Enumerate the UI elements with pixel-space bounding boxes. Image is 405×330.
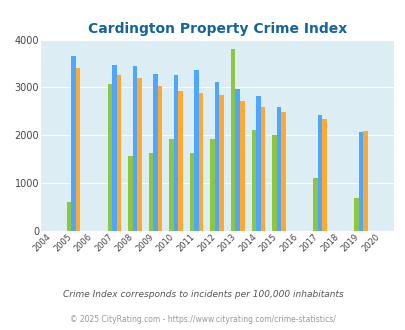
Bar: [137, 78, 141, 231]
Title: Cardington Property Crime Index: Cardington Property Crime Index: [87, 22, 346, 36]
Bar: [230, 49, 235, 231]
Bar: [117, 75, 121, 231]
Bar: [256, 96, 260, 231]
Bar: [271, 135, 276, 231]
Bar: [239, 101, 244, 231]
Bar: [235, 89, 239, 231]
Bar: [276, 107, 280, 231]
Bar: [214, 82, 219, 231]
Text: © 2025 CityRating.com - https://www.cityrating.com/crime-statistics/: © 2025 CityRating.com - https://www.city…: [70, 315, 335, 324]
Bar: [112, 65, 117, 231]
Bar: [173, 75, 178, 231]
Bar: [210, 139, 214, 231]
Text: Crime Index corresponds to incidents per 100,000 inhabitants: Crime Index corresponds to incidents per…: [62, 290, 343, 299]
Bar: [178, 91, 183, 231]
Bar: [198, 93, 203, 231]
Bar: [260, 107, 264, 231]
Bar: [362, 131, 367, 231]
Bar: [107, 83, 112, 231]
Bar: [321, 118, 326, 231]
Bar: [169, 139, 173, 231]
Bar: [353, 197, 358, 231]
Bar: [128, 156, 132, 231]
Bar: [312, 178, 317, 231]
Bar: [251, 130, 256, 231]
Bar: [280, 112, 285, 231]
Bar: [317, 115, 321, 231]
Bar: [194, 70, 198, 231]
Bar: [66, 202, 71, 231]
Bar: [190, 153, 194, 231]
Bar: [132, 66, 137, 231]
Bar: [358, 132, 362, 231]
Bar: [158, 86, 162, 231]
Bar: [219, 95, 224, 231]
Bar: [153, 74, 158, 231]
Bar: [149, 153, 153, 231]
Bar: [71, 56, 75, 231]
Bar: [75, 68, 80, 231]
